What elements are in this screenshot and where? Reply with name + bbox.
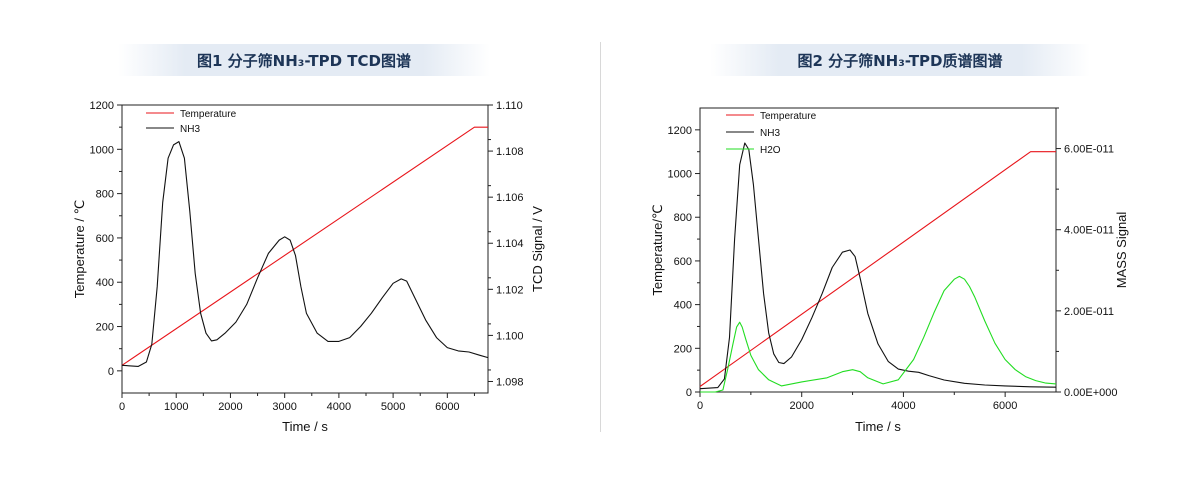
y-tick-label: 0 — [108, 366, 114, 378]
chart-title: 图2 分子筛NH₃-TPD质谱图谱 — [797, 51, 1003, 70]
y-tick-label: 0 — [686, 387, 692, 399]
y-tick-label: 1200 — [90, 100, 114, 112]
x-axis-label: Time / s — [282, 419, 328, 434]
y2-tick-label: 1.104 — [496, 238, 524, 250]
series-line-temperature — [121, 126, 488, 366]
y-tick-label: 400 — [96, 277, 114, 289]
y2-tick-label: 1.110 — [496, 100, 523, 112]
y2-tick-label: 4.00E-011 — [1064, 225, 1114, 237]
y-tick-label: 200 — [674, 343, 692, 355]
y2-axis-label: MASS Signal — [1114, 212, 1129, 289]
y-tick-label: 1000 — [90, 144, 114, 156]
y2-tick-label: 1.102 — [496, 284, 524, 296]
y-tick-label: 200 — [96, 322, 114, 334]
legend-label: H2O — [760, 145, 781, 156]
x-tick-label: 1000 — [164, 401, 188, 413]
y-tick-label: 800 — [674, 212, 692, 224]
y2-tick-label: 1.106 — [496, 192, 524, 204]
chart-title: 图1 分子筛NH₃-TPD TCD图谱 — [197, 51, 411, 70]
legend-label: Temperature — [760, 111, 817, 122]
x-tick-label: 4000 — [891, 400, 915, 412]
y2-tick-label: 1.108 — [496, 146, 524, 158]
x-tick-label: 4000 — [327, 401, 351, 413]
y-tick-label: 600 — [96, 233, 114, 245]
y-tick-label: 1000 — [668, 169, 692, 181]
y2-tick-label: 0.00E+000 — [1064, 387, 1118, 399]
y-tick-label: 1200 — [668, 125, 692, 137]
y2-tick-label: 2.00E-011 — [1064, 306, 1114, 318]
plot-frame — [699, 107, 1057, 393]
x-tick-label: 0 — [119, 401, 125, 413]
x-tick-label: 6000 — [435, 401, 459, 413]
y2-axis-label: TCD Signal / V — [530, 206, 545, 292]
series-line-nh3 — [699, 142, 1057, 390]
legend-label: Temperature — [180, 109, 237, 120]
y2-tick-label: 1.100 — [496, 330, 524, 342]
x-tick-label: 5000 — [381, 401, 405, 413]
x-tick-label: 0 — [697, 400, 703, 412]
series-line-temperature — [699, 151, 1056, 387]
tcd-chart: 0 1000 2000 3000 4000 5000 6000 0 200 400 600 800 10… — [72, 100, 545, 434]
series-line-nh3 — [121, 141, 489, 367]
chart-title-banner: 图2 分子筛NH₃-TPD质谱图谱 — [710, 44, 1090, 76]
legend-label: NH3 — [180, 124, 200, 135]
chart-panel-tcd: 图1 分子筛NH₃-TPD TCD图谱 0 1000 2000 3000 4000 500… — [72, 44, 545, 434]
x-tick-label: 2000 — [789, 400, 813, 412]
panel-divider — [600, 42, 601, 432]
chart-panel-mass: 图2 分子筛NH₃-TPD质谱图谱 0 2000 4000 6000 0 200 400 60… — [600, 0, 1200, 484]
y-axis-label: Temperature/℃ — [650, 204, 665, 295]
chart-title-banner: 图1 分子筛NH₃-TPD TCD图谱 — [118, 44, 490, 76]
series-line-h2o — [700, 275, 1057, 393]
legend-label: NH3 — [760, 128, 780, 139]
mass-spectrum-chart: 0 2000 4000 6000 0 200 400 600 800 1000 1200 0.00E+… — [650, 107, 1129, 434]
y-tick-label: 800 — [96, 189, 114, 201]
x-tick-label: 2000 — [218, 401, 242, 413]
x-axis-label: Time / s — [855, 419, 901, 434]
y2-tick-label: 1.098 — [496, 376, 524, 388]
plot-frame — [121, 104, 489, 394]
x-tick-label: 6000 — [993, 400, 1017, 412]
y-tick-label: 600 — [674, 256, 692, 268]
x-tick-label: 3000 — [272, 401, 296, 413]
y-tick-label: 400 — [674, 300, 692, 312]
y2-tick-label: 6.00E-011 — [1064, 144, 1114, 156]
y-axis-label: Temperature / ℃ — [72, 200, 87, 298]
